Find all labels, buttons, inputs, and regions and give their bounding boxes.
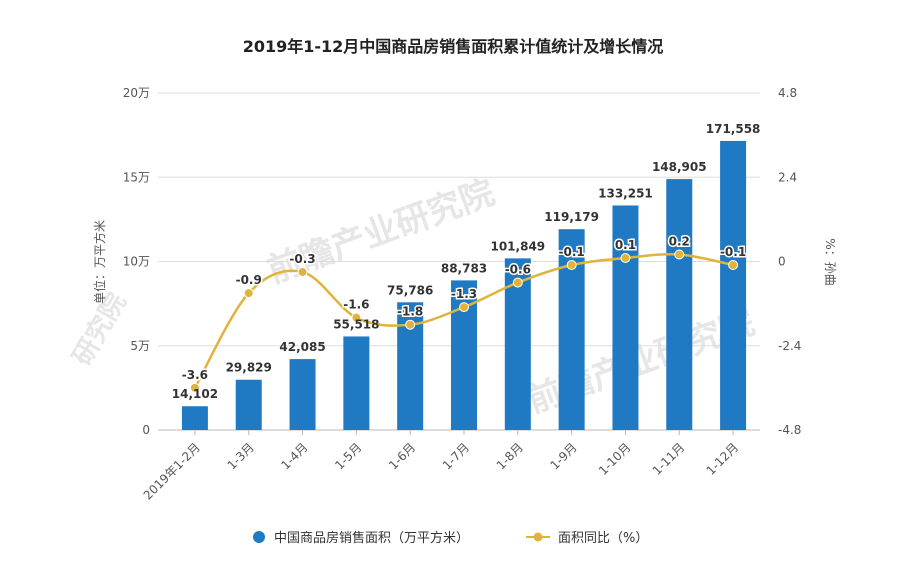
x-tick-label: 1-5月 [332, 440, 364, 472]
line-point [674, 249, 685, 260]
bar-value-label: 14,102 [172, 387, 218, 401]
line-value-label: -1.8 [397, 305, 423, 319]
y-left-tick-label: 20万 [123, 86, 150, 100]
y-right-tick-label: 2.4 [778, 170, 797, 184]
bar [289, 359, 316, 430]
line-point [620, 252, 631, 263]
bar-value-label: 88,783 [441, 261, 487, 275]
y-right-tick-label: 0 [778, 255, 786, 269]
bar-value-label: 42,085 [279, 340, 325, 354]
x-tick-label: 1-6月 [386, 440, 418, 472]
bar [181, 406, 208, 430]
bar [612, 205, 639, 430]
legend-line-label: 面积同比（%） [558, 531, 648, 546]
y-right-axis-title: %：孙曲 [823, 238, 837, 285]
y-left-tick-label: 15万 [123, 170, 150, 184]
y-right-tick-label: 4.8 [778, 86, 797, 100]
legend-line-marker [533, 532, 543, 542]
x-tick-label: 1-8月 [494, 440, 526, 472]
bar [235, 379, 262, 430]
bar-value-label: 171,558 [706, 122, 761, 136]
bar-value-label: 119,179 [544, 210, 599, 224]
x-tick-label: 1-9月 [548, 440, 580, 472]
legend-bar-marker [253, 531, 265, 543]
line-point [405, 319, 416, 330]
line-point [189, 382, 200, 393]
bar [720, 140, 747, 430]
line-point [459, 302, 469, 313]
x-tick-label: 1-3月 [225, 440, 257, 472]
line-value-label: 0.1 [615, 238, 636, 252]
y-left-tick-label: 10万 [123, 255, 150, 269]
y-left-tick-label: 5万 [130, 339, 150, 353]
y-left-axis-title: 单位：万平方米 [92, 220, 107, 304]
line-value-label: -0.1 [720, 245, 746, 259]
line-value-label: 0.2 [669, 234, 690, 248]
line-point [243, 288, 254, 299]
y-right-tick-label: -2.4 [778, 339, 801, 353]
bar [558, 229, 585, 430]
line-value-label: -0.1 [559, 245, 585, 259]
line-value-label: -1.3 [451, 287, 477, 301]
legend-bar-label: 中国商品房销售面积（万平方米） [274, 530, 469, 546]
legend: 中国商品房销售面积（万平方米） 面积同比（%） [253, 530, 648, 546]
y-right-tick-label: -4.8 [778, 423, 801, 437]
bar-value-label: 101,849 [490, 239, 545, 253]
line-value-label: -0.9 [236, 273, 262, 287]
x-tick-label: 1-12月 [704, 440, 742, 478]
bar [343, 336, 370, 430]
y-left-tick-label: 0 [142, 423, 150, 437]
bar-value-label: 133,251 [598, 186, 653, 200]
line-path [193, 252, 734, 389]
line-value-label: -1.6 [343, 298, 369, 312]
x-tick-label: 1-10月 [596, 440, 634, 478]
line-point [351, 312, 362, 323]
chart-title: 2019年1-12月中国商品房销售面积累计值统计及增长情况 [243, 37, 664, 56]
data-labels: 14,102 29,829 42,085 55,518 75,786 88,783101,… [172, 122, 761, 401]
x-tick-label: 2019年1-2月 [141, 440, 203, 502]
line-value-label: -0.3 [289, 252, 315, 266]
bar-value-label: 148,905 [652, 160, 707, 174]
x-tick-label: 1-7月 [440, 440, 472, 472]
bar-value-label: 75,786 [387, 283, 433, 297]
bar [666, 179, 693, 430]
x-tick-label: 1-4月 [278, 440, 310, 472]
line-value-label: -0.6 [505, 263, 531, 277]
line-value-label: -3.6 [182, 368, 208, 382]
line-point [512, 277, 523, 288]
bar-value-label: 29,829 [226, 361, 272, 375]
bar-value-label: 55,518 [333, 317, 379, 331]
x-tick-label: 1-11月 [650, 440, 688, 478]
line-series [189, 249, 739, 393]
line-point [728, 260, 739, 271]
line-point [566, 260, 577, 271]
line-point [297, 267, 308, 278]
